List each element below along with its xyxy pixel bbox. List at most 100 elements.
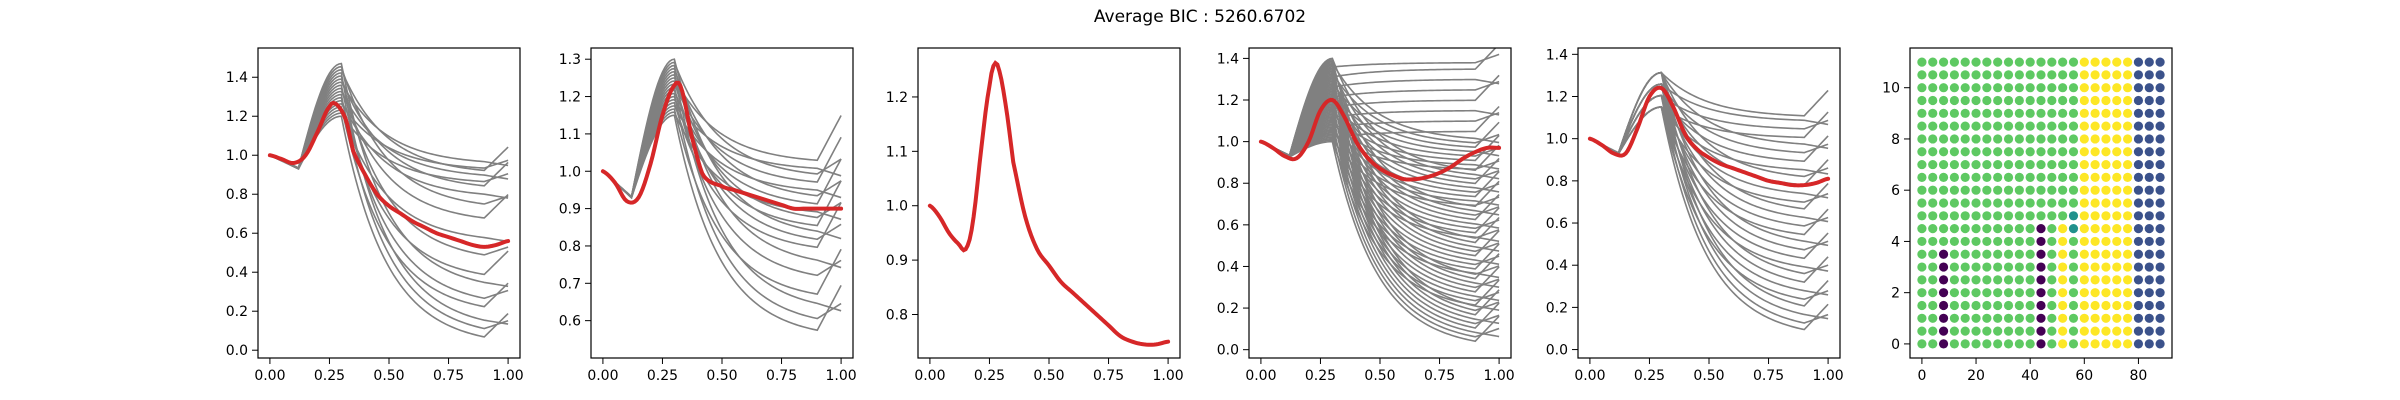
scatter-point — [2133, 83, 2144, 93]
scatter-point — [2133, 300, 2144, 311]
scatter-point — [2014, 57, 2024, 67]
scatter-point — [2036, 147, 2046, 157]
scatter-point — [2003, 224, 2014, 234]
scatter-point — [2155, 70, 2165, 80]
scatter-point — [2047, 262, 2057, 272]
scatter-point — [2068, 275, 2079, 285]
x-tick-label: 0.75 — [433, 368, 464, 384]
scatter-point — [2155, 108, 2165, 118]
panel-6: 0 20 40 60 80 0 2 4 6 8 10 — [1882, 47, 2173, 384]
scatter-point — [1938, 275, 1949, 285]
y-tick-label: 0 — [1891, 337, 1900, 353]
scatter-point — [2079, 147, 2089, 157]
scatter-point — [2058, 339, 2068, 349]
scatter-point — [2144, 236, 2154, 247]
scatter-point — [1960, 147, 1970, 157]
scatter-point — [2112, 83, 2122, 93]
x-tick-label: 0.50 — [1033, 368, 1064, 384]
scatter-point — [1993, 70, 2003, 80]
panels-container: 0.00 0.25 0.50 0.75 1.000.00.20.40.60.81.01.… — [226, 47, 2173, 384]
scatter-point — [1982, 339, 1992, 349]
member-curve — [1260, 78, 1500, 158]
scatter-point — [1917, 185, 1927, 195]
scatter-point — [1971, 198, 1981, 208]
scatter-point — [2090, 300, 2100, 311]
y-tick-label: 4 — [1891, 234, 1900, 250]
scatter-point — [2014, 198, 2024, 208]
scatter-point — [2014, 185, 2024, 195]
y-tick-label: 1.2 — [226, 109, 248, 125]
axes-frame — [1909, 47, 2173, 359]
scatter-point — [1917, 121, 1927, 131]
x-tick-label: 0.75 — [1093, 368, 1124, 384]
scatter-point — [2003, 95, 2014, 106]
scatter-point — [2036, 83, 2046, 93]
scatter-point — [2003, 300, 2014, 311]
scatter-point — [2014, 236, 2024, 247]
scatter-point — [1917, 326, 1927, 336]
scatter-point — [2155, 224, 2165, 234]
y-tick-label: 0.8 — [559, 239, 581, 255]
scatter-point — [1982, 57, 1992, 67]
scatter-point — [1938, 159, 1949, 170]
scatter-point — [2058, 224, 2068, 234]
scatter-point — [2155, 159, 2165, 170]
scatter-point — [2003, 198, 2014, 208]
plot-area — [600, 58, 844, 332]
member-curve — [602, 98, 842, 199]
y-tick-label: 1.0 — [1546, 132, 1568, 148]
scatter-point — [2014, 83, 2024, 93]
scatter-point — [2144, 288, 2154, 298]
y-tick-label: 0.0 — [1546, 343, 1568, 359]
plot-area — [1917, 57, 2165, 349]
scatter-point — [2058, 249, 2068, 259]
scatter-point — [2058, 108, 2068, 118]
y-tick-label: 0.4 — [1546, 258, 1568, 274]
scatter-point — [1982, 313, 1992, 323]
scatter-point — [2133, 70, 2144, 80]
scatter-point — [2079, 159, 2089, 170]
scatter-point — [1982, 275, 1992, 285]
scatter-point — [1928, 224, 1938, 234]
scatter-point — [1971, 211, 1981, 221]
scatter-point — [2155, 275, 2165, 285]
member-curve — [1589, 71, 1829, 155]
member-curve — [1260, 112, 1500, 158]
scatter-point — [1949, 57, 1959, 67]
scatter-point — [2068, 147, 2079, 157]
scatter-point — [1949, 159, 1959, 170]
scatter-point — [2123, 159, 2133, 170]
scatter-point — [2123, 172, 2133, 182]
x-tick-label: 1.00 — [493, 368, 524, 384]
scatter-point — [1928, 275, 1938, 285]
scatter-point — [1928, 159, 1938, 170]
scatter-point — [2112, 108, 2122, 118]
scatter-point — [2155, 121, 2165, 131]
scatter-point — [1960, 121, 1970, 131]
scatter-point — [1949, 108, 1959, 118]
scatter-point — [1960, 172, 1970, 182]
scatter-point — [2155, 134, 2165, 144]
scatter-point — [2123, 57, 2133, 67]
scatter-point — [1928, 83, 1938, 93]
scatter-point — [2025, 300, 2035, 311]
scatter-point — [2025, 236, 2035, 247]
scatter-point — [2079, 185, 2089, 195]
scatter-point — [2068, 326, 2079, 336]
scatter-point — [2047, 121, 2057, 131]
scatter-point — [1971, 236, 1981, 247]
y-tick-label: 0.9 — [886, 253, 908, 269]
scatter-point — [2003, 57, 2014, 67]
x-tick-label: 0.25 — [1305, 368, 1336, 384]
x-tick-label: 1.00 — [1484, 368, 1515, 384]
scatter-point — [2025, 185, 2035, 195]
scatter-point — [2058, 326, 2068, 336]
scatter-point — [2047, 224, 2057, 234]
scatter-point — [2112, 288, 2122, 298]
x-tick-label: 1.00 — [1813, 368, 1844, 384]
scatter-point — [2014, 326, 2024, 336]
scatter-point — [2155, 249, 2165, 259]
scatter-point — [2036, 185, 2046, 195]
scatter-point — [1993, 224, 2003, 234]
y-tick-label: 0.4 — [1217, 259, 1239, 275]
